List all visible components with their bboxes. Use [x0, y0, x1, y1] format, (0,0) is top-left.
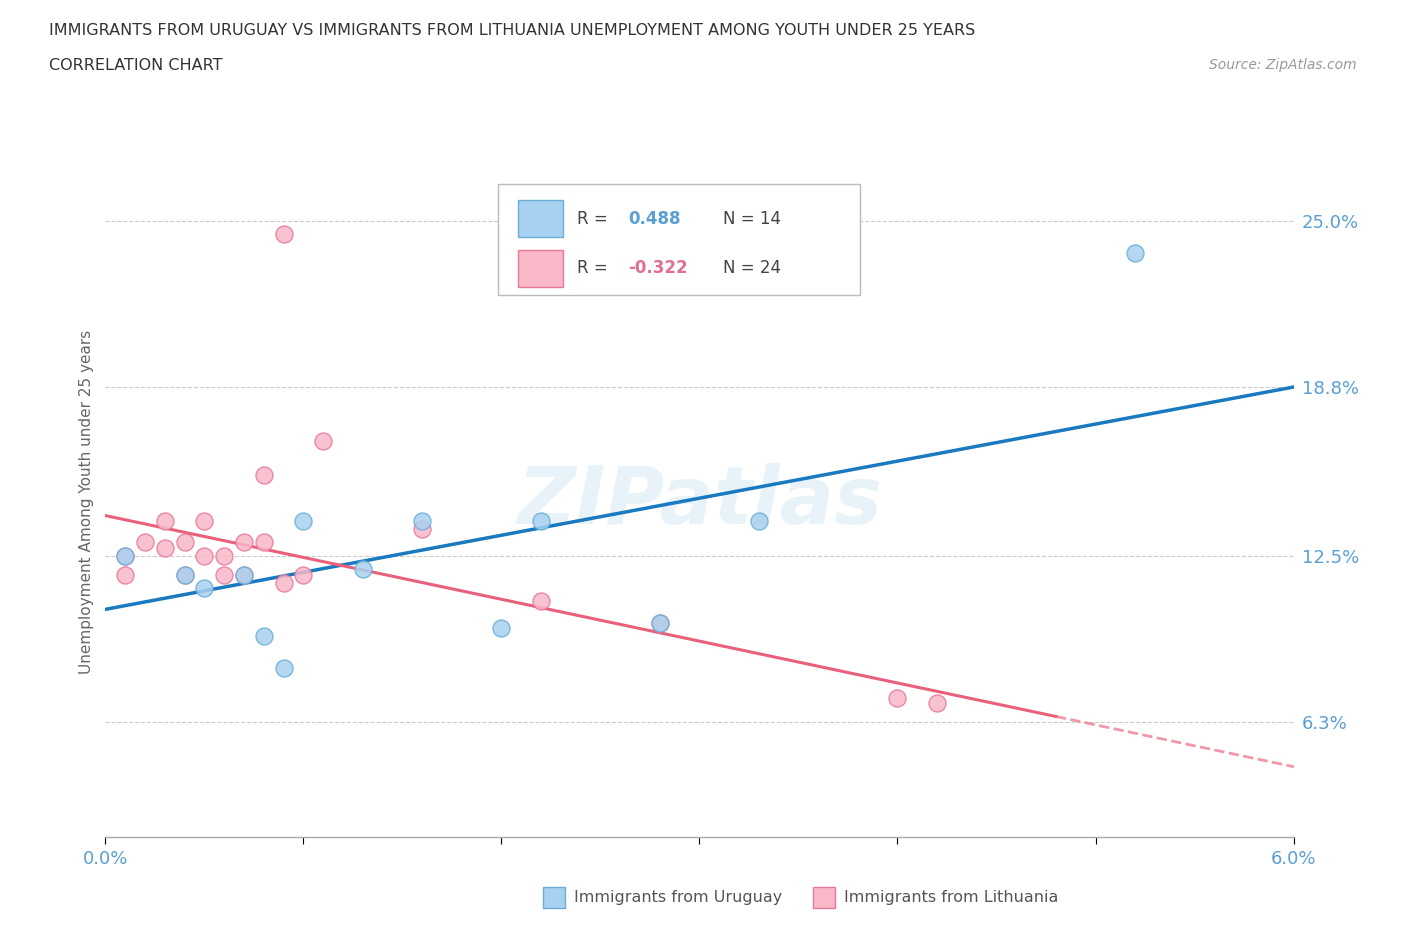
Point [530, 513, 553, 528]
Point [214, 567, 236, 582]
Bar [517, 200, 562, 237]
Text: R =: R = [576, 209, 613, 228]
Text: 0.488: 0.488 [628, 209, 681, 228]
Point [114, 567, 136, 582]
Point [253, 468, 276, 483]
Point [114, 549, 136, 564]
Point [173, 567, 195, 582]
Point [233, 567, 256, 582]
Point [253, 535, 276, 550]
Point [173, 567, 195, 582]
Y-axis label: Unemployment Among Youth under 25 years: Unemployment Among Youth under 25 years [79, 330, 94, 674]
FancyBboxPatch shape [498, 184, 860, 295]
Point [193, 513, 215, 528]
Point [292, 513, 315, 528]
Point [411, 513, 433, 528]
Point [530, 594, 553, 609]
Point [292, 567, 315, 582]
Text: CORRELATION CHART: CORRELATION CHART [49, 58, 222, 73]
Text: -0.322: -0.322 [628, 259, 688, 277]
Point [273, 227, 295, 242]
Point [253, 629, 276, 644]
Point [312, 433, 335, 448]
Text: N = 24: N = 24 [723, 259, 782, 277]
Point [1123, 246, 1146, 260]
Text: ZIPatlas: ZIPatlas [517, 463, 882, 541]
Point [193, 580, 215, 595]
Text: Immigrants from Lithuania: Immigrants from Lithuania [844, 890, 1057, 905]
Point [273, 575, 295, 590]
Text: Source: ZipAtlas.com: Source: ZipAtlas.com [1209, 58, 1357, 72]
Point [886, 690, 908, 705]
Point [153, 513, 176, 528]
Point [748, 513, 770, 528]
Text: N = 14: N = 14 [723, 209, 782, 228]
Point [114, 549, 136, 564]
Point [134, 535, 156, 550]
Bar [517, 250, 562, 286]
Point [352, 562, 374, 577]
Point [233, 535, 256, 550]
Point [491, 620, 513, 635]
Text: Immigrants from Uruguay: Immigrants from Uruguay [574, 890, 782, 905]
Point [273, 661, 295, 676]
Point [193, 549, 215, 564]
Text: IMMIGRANTS FROM URUGUAY VS IMMIGRANTS FROM LITHUANIA UNEMPLOYMENT AMONG YOUTH UN: IMMIGRANTS FROM URUGUAY VS IMMIGRANTS FR… [49, 23, 976, 38]
Point [214, 549, 236, 564]
Point [153, 540, 176, 555]
Point [411, 522, 433, 537]
Text: R =: R = [576, 259, 613, 277]
Point [173, 535, 195, 550]
Point [233, 567, 256, 582]
Point [927, 696, 949, 711]
Point [648, 616, 671, 631]
Point [648, 616, 671, 631]
